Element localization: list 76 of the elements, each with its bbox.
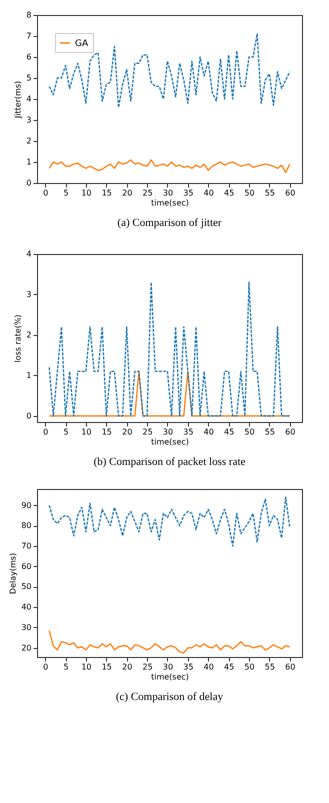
text: (a) Comparison of jitter (117, 217, 222, 229)
x-tick-label: 5 (63, 662, 69, 672)
x-axis-title: time(sec) (151, 438, 189, 446)
x-tick-label: 55 (264, 662, 275, 672)
text: (c) Comparison of delay (116, 691, 224, 703)
x-tick-label: 25 (142, 188, 153, 198)
x-tick-label: 30 (162, 662, 174, 672)
x-tick-label: 45 (224, 662, 234, 672)
y-tick-label: 40 (21, 602, 32, 612)
x-tick-label: 60 (285, 428, 296, 436)
x-tick-label: 15 (102, 428, 112, 436)
y-tick-label: 4 (26, 250, 32, 258)
x-tick-label: 10 (81, 188, 92, 198)
x-axis-title: time(sec) (151, 198, 189, 208)
y-tick-label: 20 (21, 643, 32, 652)
y-tick-label: 5 (26, 74, 32, 82)
line-series (48, 496, 290, 547)
line-series (48, 33, 290, 108)
x-tick-label: 40 (204, 188, 214, 198)
x-tick-label: 10 (81, 662, 92, 672)
x-tick-label: 60 (285, 188, 296, 198)
y-tick-label: 0 (26, 178, 32, 188)
y-tick-label: 2 (26, 136, 32, 146)
y-tick-label: 50 (21, 582, 32, 592)
y-axis-title: loss rate(%) (13, 314, 22, 363)
y-tick-label: 7 (26, 32, 32, 40)
line-series (48, 159, 290, 174)
y-tick-label: 8 (26, 10, 32, 20)
y-tick-label: 90 (21, 500, 32, 510)
y-tick-label: 3 (26, 116, 32, 124)
x-tick-label: 15 (102, 188, 112, 198)
x-tick-label: 30 (162, 188, 174, 198)
x-tick-label: 5 (63, 188, 69, 198)
x-tick-label: 10 (81, 428, 92, 436)
x-axis-title: time(sec) (151, 672, 189, 682)
y-axis-title: Delay(ms) (8, 552, 18, 594)
text: (b) Comparison of packet loss rate (94, 456, 246, 468)
x-tick-label: 25 (142, 662, 153, 672)
x-tick-label: 0 (43, 428, 48, 436)
y-axis-title: Jitter(ms) (13, 80, 22, 120)
y-tick-label: 2 (26, 330, 32, 340)
x-tick-label: 20 (122, 188, 132, 198)
x-tick-label: 30 (162, 428, 174, 436)
y-tick-label: 4 (26, 94, 32, 104)
x-tick-label: 20 (122, 428, 132, 436)
x-tick-label: 50 (244, 428, 255, 436)
x-tick-label: 55 (264, 428, 275, 436)
y-tick-label: 6 (26, 52, 32, 62)
x-tick-label: 45 (224, 188, 234, 198)
x-tick-label: 60 (285, 662, 296, 672)
x-tick-label: 35 (183, 662, 194, 672)
x-tick-label: 40 (204, 428, 214, 436)
x-tick-label: 20 (122, 662, 132, 672)
y-tick-label: 80 (21, 521, 32, 530)
x-tick-label: 50 (244, 662, 255, 672)
y-tick-label: 0 (26, 411, 32, 420)
x-tick-label: 25 (142, 428, 153, 436)
x-tick-label: 35 (183, 428, 194, 436)
x-tick-label: 0 (43, 188, 48, 198)
x-tick-label: 40 (204, 662, 214, 672)
y-tick-label: 1 (26, 158, 32, 166)
y-tick-label: 3 (26, 290, 32, 299)
x-tick-label: 15 (102, 662, 112, 672)
x-tick-label: 55 (264, 188, 275, 198)
y-tick-label: 30 (21, 622, 32, 632)
y-tick-label: 70 (21, 542, 32, 551)
x-tick-label: 5 (63, 428, 69, 436)
x-tick-label: 50 (244, 188, 255, 198)
x-tick-label: 35 (183, 188, 194, 198)
x-tick-label: 0 (43, 662, 48, 672)
legend-label: GA (75, 39, 89, 49)
line-series (48, 282, 290, 417)
y-tick-label: 60 (21, 562, 32, 571)
x-tick-label: 45 (224, 428, 234, 436)
y-tick-label: 1 (26, 370, 32, 380)
line-series (48, 630, 290, 654)
